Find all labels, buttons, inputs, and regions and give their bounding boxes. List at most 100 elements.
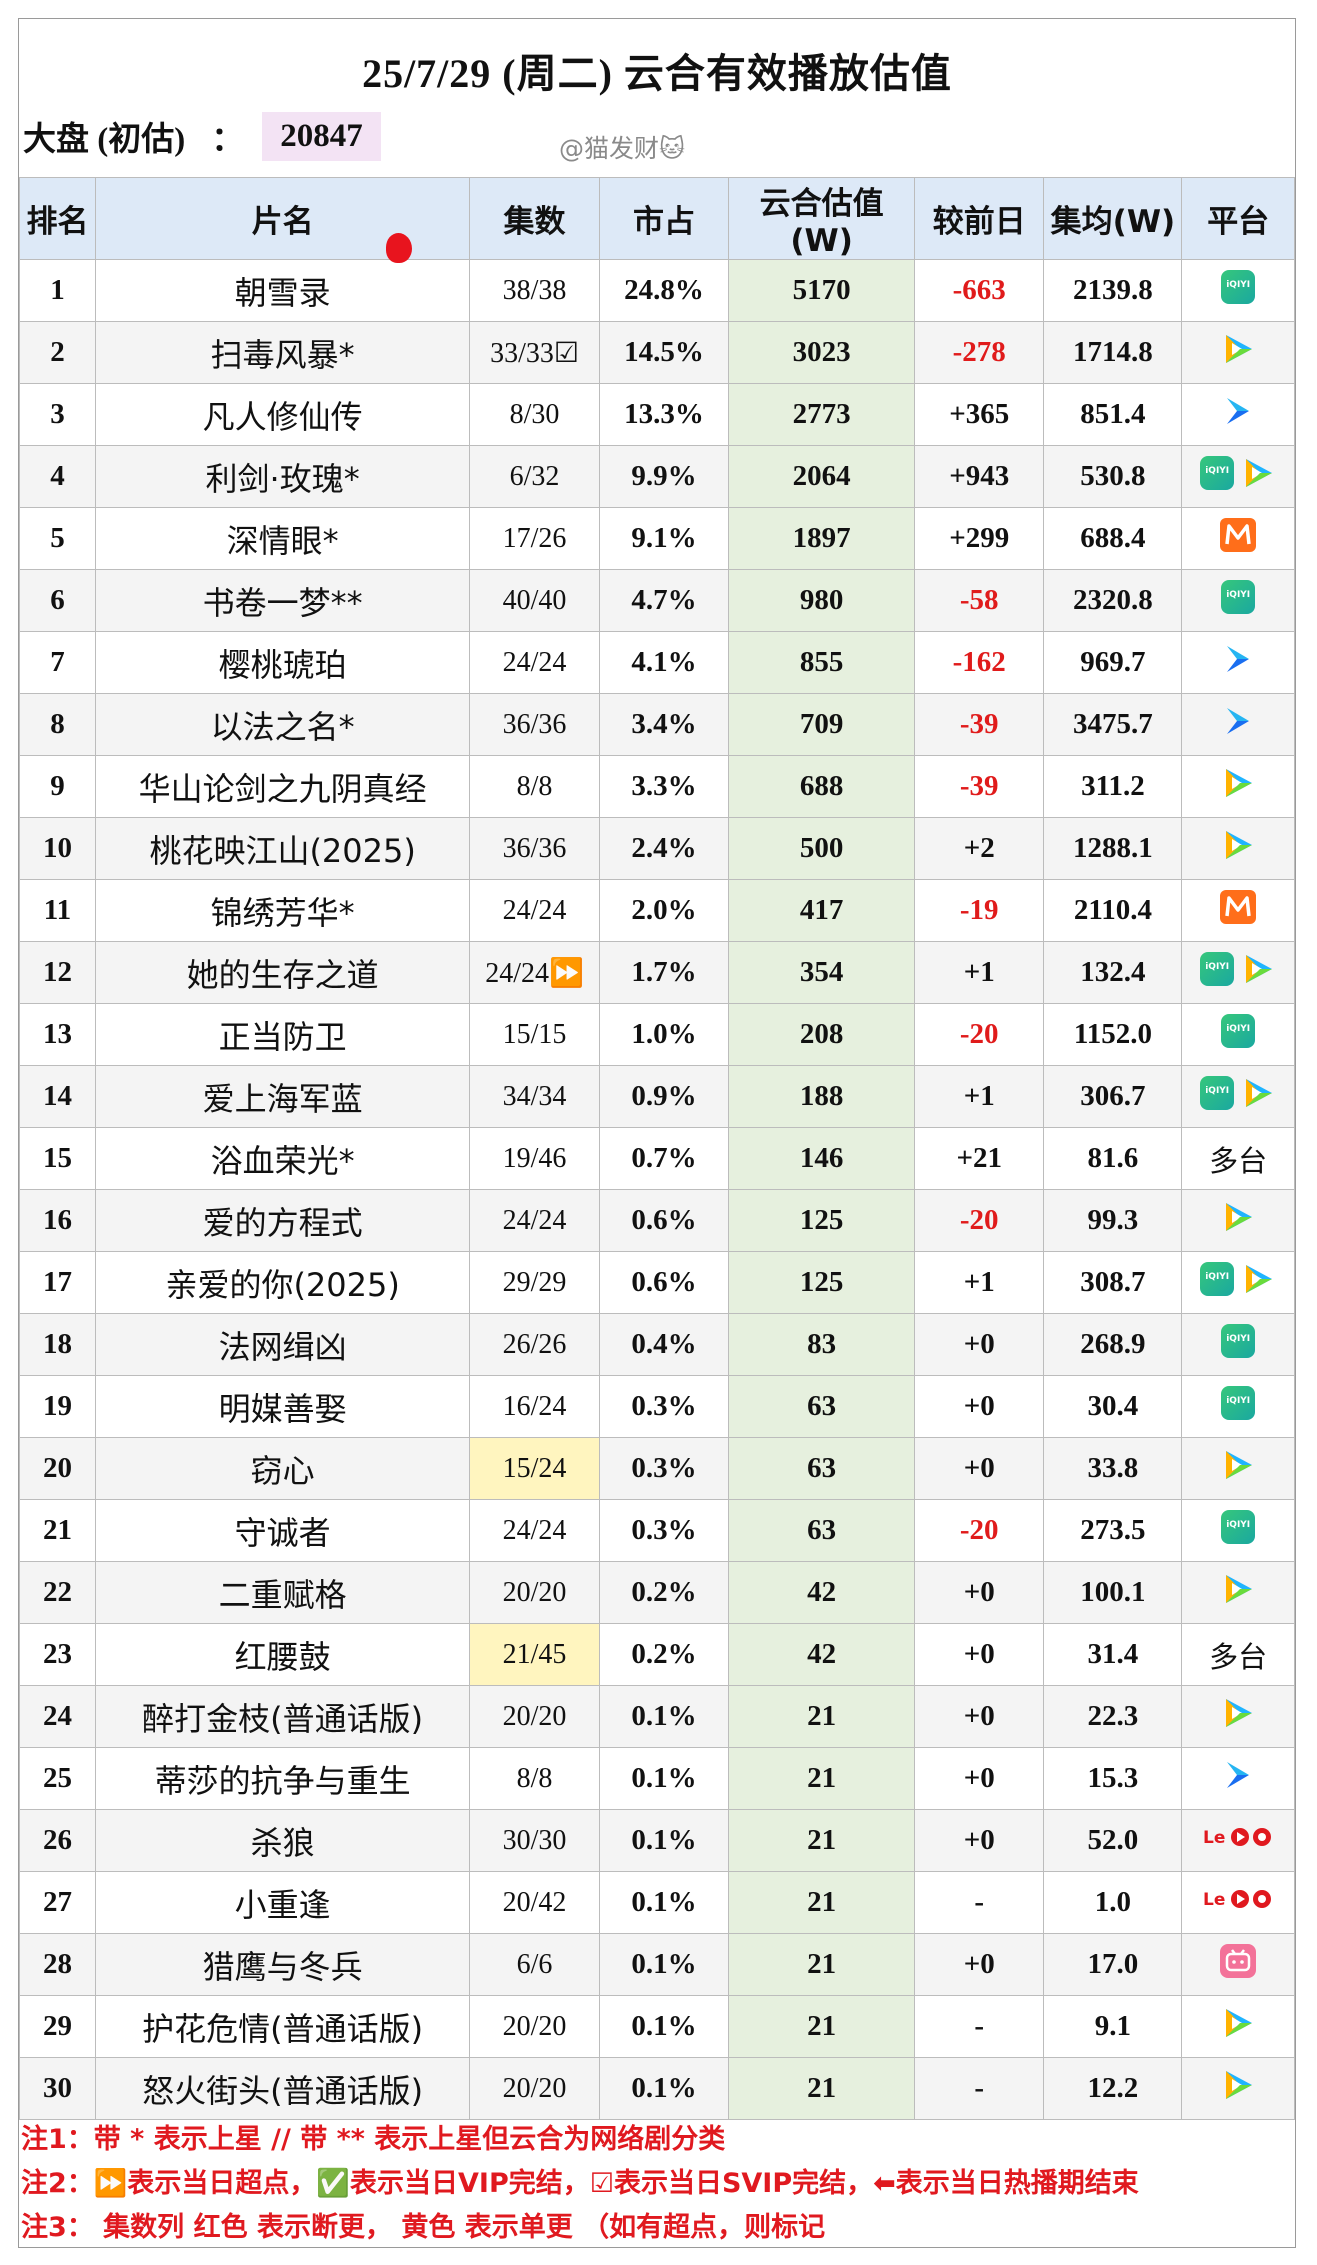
delta-cell: +0 bbox=[913, 1747, 1045, 1810]
tencent-video-icon bbox=[1240, 1076, 1276, 1110]
iqiyi-icon bbox=[1221, 1323, 1256, 1358]
rank-cell: 14 bbox=[19, 1065, 96, 1128]
platform-icons bbox=[1200, 1075, 1276, 1110]
estimate-cell: 688 bbox=[728, 755, 915, 818]
tencent-video-icon bbox=[1220, 2068, 1256, 2102]
platform-cell bbox=[1181, 879, 1295, 942]
table-row: 3 凡人修仙传 8/30 13.3% 2773 +365 851.4 bbox=[19, 383, 1295, 446]
share-cell: 1.0% bbox=[598, 1003, 730, 1066]
episodes-cell: 24/24⏩ bbox=[469, 941, 600, 1004]
iqiyi-icon bbox=[1221, 1509, 1256, 1544]
title-cell: 她的生存之道 bbox=[94, 941, 471, 1004]
tencent-video-icon bbox=[1220, 828, 1256, 862]
delta-cell: +365 bbox=[913, 383, 1045, 446]
delta-cell: +0 bbox=[913, 1313, 1045, 1376]
share-cell: 0.2% bbox=[598, 1561, 730, 1624]
delta-cell: +1 bbox=[913, 1251, 1045, 1314]
delta-cell: +1 bbox=[913, 941, 1045, 1004]
iqiyi-icon bbox=[1221, 269, 1256, 304]
delta-cell: -278 bbox=[913, 321, 1045, 384]
title-cell: 法网缉凶 bbox=[94, 1313, 471, 1376]
average-cell: 33.8 bbox=[1043, 1437, 1183, 1500]
market-value: 20847 bbox=[262, 111, 381, 161]
mango-tv-icon bbox=[1220, 889, 1257, 924]
iqiyi-icon bbox=[1200, 1261, 1235, 1296]
platform-icons bbox=[1221, 1509, 1256, 1544]
rank-cell: 25 bbox=[19, 1747, 96, 1810]
rank-cell: 1 bbox=[19, 259, 96, 322]
tencent-video-icon bbox=[1220, 1572, 1256, 1606]
share-cell: 0.1% bbox=[598, 1747, 730, 1810]
delta-cell: +0 bbox=[913, 1623, 1045, 1686]
bilibili-icon bbox=[1220, 1943, 1257, 1978]
estimate-cell: 63 bbox=[728, 1437, 915, 1500]
header-rank: 排名 bbox=[19, 177, 96, 260]
delta-cell: +0 bbox=[913, 1437, 1045, 1500]
tencent-video-icon bbox=[1220, 1696, 1256, 1730]
average-cell: 1714.8 bbox=[1043, 321, 1183, 384]
delta-cell: +0 bbox=[913, 1933, 1045, 1996]
title-cell: 猎鹰与冬兵 bbox=[94, 1933, 471, 1996]
table-row: 2 扫毒风暴* 33/33☑ 14.5% 3023 -278 1714.8 bbox=[19, 321, 1295, 384]
platform-icons bbox=[1223, 642, 1253, 676]
table-row: 7 樱桃琥珀 24/24 4.1% 855 -162 969.7 bbox=[19, 631, 1295, 694]
header-share: 市占 bbox=[598, 177, 730, 260]
share-cell: 4.7% bbox=[598, 569, 730, 632]
title-cell: 亲爱的你(2025) bbox=[94, 1251, 471, 1314]
episodes-cell: 24/24 bbox=[469, 1499, 600, 1562]
table-row: 5 深情眼* 17/26 9.1% 1897 +299 688.4 bbox=[19, 507, 1295, 570]
average-cell: 2139.8 bbox=[1043, 259, 1183, 322]
platform-cell: Le bbox=[1181, 1871, 1295, 1934]
title-cell: 蒂莎的抗争与重生 bbox=[94, 1747, 471, 1810]
red-ink-mark bbox=[386, 233, 412, 263]
platform-icons bbox=[1220, 1572, 1256, 1606]
platform-cell bbox=[1181, 1561, 1295, 1624]
platform-icons bbox=[1220, 766, 1256, 800]
delta-cell: -20 bbox=[913, 1003, 1045, 1066]
platform-cell bbox=[1181, 1189, 1295, 1252]
table-row: 10 桃花映江山(2025) 36/36 2.4% 500 +2 1288.1 bbox=[19, 817, 1295, 880]
estimate-cell: 188 bbox=[728, 1065, 915, 1128]
platform-icons bbox=[1220, 1200, 1256, 1234]
share-cell: 14.5% bbox=[598, 321, 730, 384]
average-cell: 268.9 bbox=[1043, 1313, 1183, 1376]
platform-icons bbox=[1221, 579, 1256, 614]
youku-icon bbox=[1223, 394, 1253, 428]
platform-cell bbox=[1181, 693, 1295, 756]
estimate-cell: 63 bbox=[728, 1499, 915, 1562]
delta-cell: - bbox=[913, 1871, 1045, 1934]
average-cell: 688.4 bbox=[1043, 507, 1183, 570]
delta-cell: -20 bbox=[913, 1499, 1045, 1562]
average-cell: 1.0 bbox=[1043, 1871, 1183, 1934]
header-name: 片名 bbox=[94, 177, 471, 260]
iqiyi-icon bbox=[1200, 455, 1235, 490]
rank-cell: 13 bbox=[19, 1003, 96, 1066]
platform-icons bbox=[1220, 1696, 1256, 1730]
title-cell: 窃心 bbox=[94, 1437, 471, 1500]
share-cell: 2.0% bbox=[598, 879, 730, 942]
episodes-cell: 8/30 bbox=[469, 383, 600, 446]
episodes-cell: 20/42 bbox=[469, 1871, 600, 1934]
delta-cell: +299 bbox=[913, 507, 1045, 570]
estimate-cell: 42 bbox=[728, 1623, 915, 1686]
rank-cell: 9 bbox=[19, 755, 96, 818]
youku-icon bbox=[1223, 1758, 1253, 1792]
platform-icons bbox=[1200, 1261, 1276, 1296]
average-cell: 132.4 bbox=[1043, 941, 1183, 1004]
rank-cell: 10 bbox=[19, 817, 96, 880]
rank-cell: 8 bbox=[19, 693, 96, 756]
estimate-cell: 21 bbox=[728, 1933, 915, 1996]
platform-cell bbox=[1181, 1251, 1295, 1314]
share-cell: 4.1% bbox=[598, 631, 730, 694]
platform-text: 多台 bbox=[1209, 1639, 1268, 1674]
table-row: 1 朝雪录 38/38 24.8% 5170 -663 2139.8 bbox=[19, 259, 1295, 322]
episodes-cell: 21/45 bbox=[469, 1623, 600, 1686]
estimate-cell: 980 bbox=[728, 569, 915, 632]
tencent-video-icon bbox=[1220, 1200, 1256, 1234]
average-cell: 530.8 bbox=[1043, 445, 1183, 508]
episodes-cell: 24/24 bbox=[469, 631, 600, 694]
estimate-cell: 208 bbox=[728, 1003, 915, 1066]
platform-icons bbox=[1221, 269, 1256, 304]
estimate-cell: 21 bbox=[728, 1995, 915, 2058]
share-cell: 0.4% bbox=[598, 1313, 730, 1376]
